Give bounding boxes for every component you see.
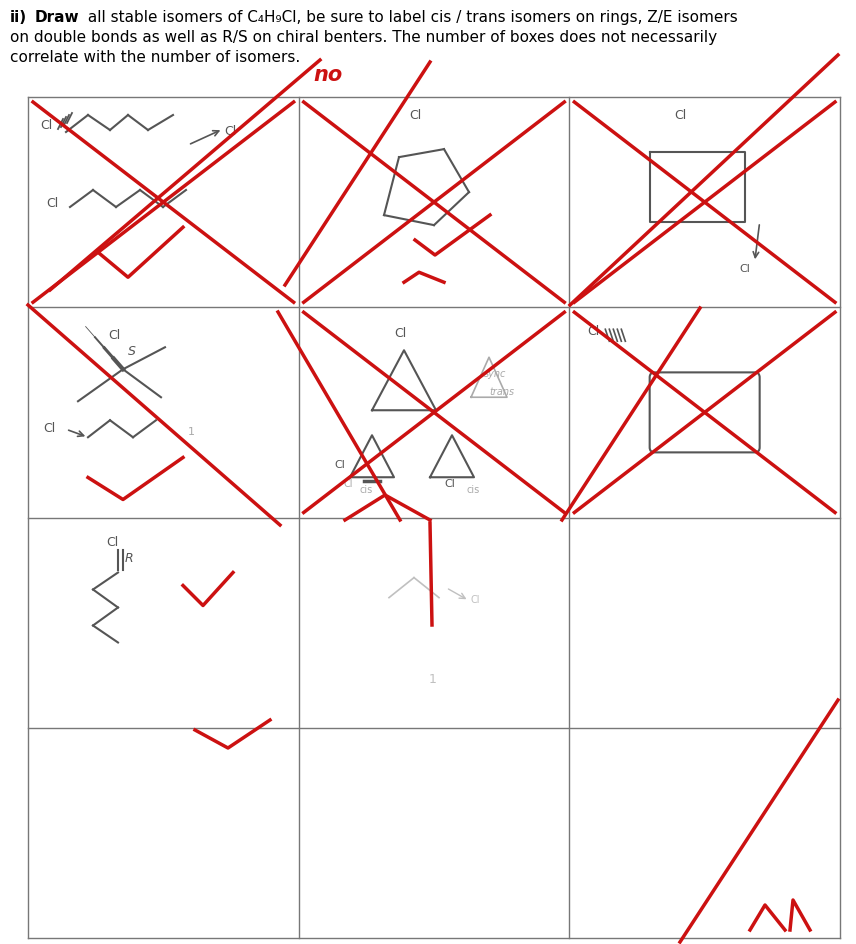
Text: cis: cis: [360, 485, 373, 496]
Text: Cl: Cl: [409, 109, 421, 122]
Text: Cl: Cl: [471, 595, 480, 604]
Text: Cl: Cl: [46, 197, 58, 210]
Text: Cl: Cl: [394, 328, 407, 340]
Text: Cl: Cl: [740, 264, 751, 274]
Text: Cl: Cl: [108, 329, 120, 343]
Text: S: S: [128, 346, 136, 359]
Text: Cl: Cl: [587, 326, 599, 338]
Text: Cl: Cl: [106, 535, 118, 548]
Text: Cl: Cl: [43, 422, 56, 435]
Text: Cl: Cl: [344, 480, 354, 489]
Text: R: R: [125, 552, 134, 565]
Text: on double bonds as well as R/S on chiral benters. The number of boxes does not n: on double bonds as well as R/S on chiral…: [10, 30, 717, 45]
Text: 1: 1: [429, 673, 437, 685]
Text: no: no: [313, 65, 343, 85]
Text: Cl: Cl: [444, 480, 455, 489]
Text: Cl: Cl: [675, 109, 687, 122]
Text: 1: 1: [188, 428, 195, 437]
Text: Cl: Cl: [40, 119, 52, 132]
Text: all stable isomers of C₄H₉Cl, be sure to label cis / trans isomers on rings, Z/E: all stable isomers of C₄H₉Cl, be sure to…: [83, 10, 738, 25]
Text: sync: sync: [484, 369, 507, 379]
Text: Cl: Cl: [334, 461, 345, 470]
Text: correlate with the number of isomers.: correlate with the number of isomers.: [10, 50, 300, 65]
Text: trans: trans: [489, 387, 514, 397]
Text: cis: cis: [467, 485, 480, 496]
Text: ii): ii): [10, 10, 27, 25]
Text: Draw: Draw: [35, 10, 80, 25]
Text: Cl: Cl: [224, 125, 236, 138]
